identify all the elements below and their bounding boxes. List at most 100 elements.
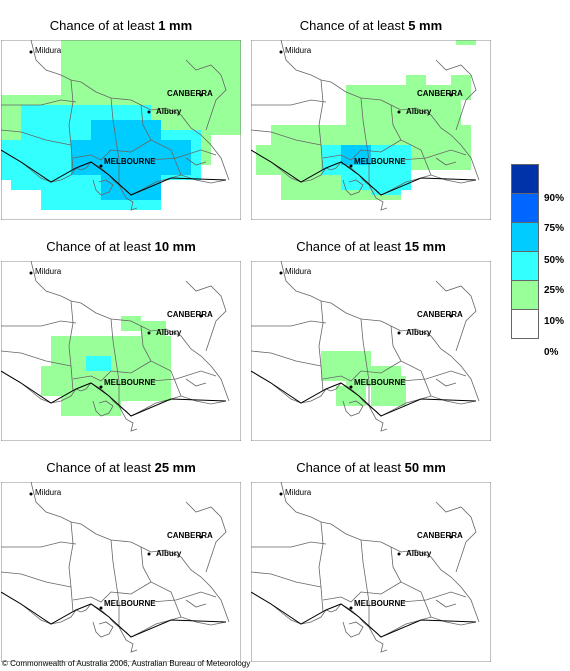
canberra-label: CANBERRA: [167, 531, 213, 540]
boundary-line: [251, 99, 327, 106]
boundary-line: [342, 400, 364, 417]
canberra-label: CANBERRA: [167, 310, 213, 319]
town-marker: [279, 50, 283, 54]
town-marker: [279, 492, 283, 496]
legend-label-0: 0%: [544, 347, 559, 358]
boundary-line: [251, 350, 322, 367]
boundary-line: [150, 149, 217, 161]
boundary-line: [185, 599, 207, 608]
victoria-map-svg: Mildura CANBERRA Albury MELBOURNE: [251, 261, 491, 441]
panel-title: Chance of at least 15 mm: [296, 239, 446, 254]
boundary-line: [68, 79, 74, 171]
rainfall-map: Mildura CANBERRA Albury MELBOURNE: [1, 482, 241, 662]
boundary-line: [400, 149, 467, 161]
boundary-line: [1, 350, 72, 367]
boundary-line: [110, 97, 120, 185]
melbourne-label: MELBOURNE: [104, 157, 156, 166]
boundary-line: [1, 571, 72, 588]
town-marker: [397, 331, 401, 335]
legend-swatch-75-90: [511, 193, 539, 223]
boundary-line: [318, 79, 324, 171]
rain-probability-cell: [336, 386, 366, 406]
boundary-line: [368, 405, 388, 432]
boundary-line: [1, 320, 77, 327]
town-marker: [349, 385, 353, 389]
boundary-line: [368, 184, 388, 211]
boundary-line: [280, 261, 480, 402]
boundary-line: [318, 300, 324, 392]
boundary-line: [118, 184, 138, 211]
rain-probability-cell: [46, 376, 61, 391]
melbourne-label: MELBOURNE: [354, 157, 406, 166]
rain-probability-cell: [456, 40, 476, 45]
albury-label: Albury: [406, 549, 432, 558]
coastline: [251, 370, 477, 417]
map-panel-10mm: Chance of at least 10 mm Mildura CANBERRA…: [1, 239, 241, 442]
boundary-line: [92, 179, 114, 196]
boundary-line: [435, 157, 457, 166]
boundary-line: [251, 129, 322, 146]
town-marker: [99, 606, 103, 610]
victoria-map-svg: Mildura CANBERRA Albury MELBOURNE: [1, 482, 241, 662]
albury-label: Albury: [406, 328, 432, 337]
town-marker: [279, 271, 283, 275]
boundary-line: [400, 591, 467, 603]
town-marker: [99, 164, 103, 168]
coastline: [1, 370, 227, 417]
rain-probability-cell: [371, 376, 406, 406]
map-panel-25mm: Chance of at least 25 mm Mildura CANBERRA…: [1, 460, 241, 663]
boundary-line: [435, 378, 457, 387]
mildura-label: Mildura: [285, 488, 312, 497]
legend-label-50: 50%: [544, 255, 565, 266]
victoria-map-svg: Mildura CANBERRA Albury MELBOURNE: [251, 482, 491, 662]
albury-label: Albury: [156, 107, 182, 116]
legend-swatch-25-50: [511, 251, 539, 281]
coastline: [1, 591, 227, 638]
boundary-line: [435, 280, 477, 352]
rain-probability-cell: [451, 75, 471, 100]
boundary-line: [1, 129, 72, 146]
panel-title: Chance of at least 25 mm: [46, 460, 196, 475]
boundary-line: [280, 40, 480, 181]
town-marker: [397, 552, 401, 556]
town-marker: [29, 492, 33, 496]
boundary-line: [251, 541, 327, 548]
rain-probability-cell: [91, 120, 161, 145]
boundary-line: [185, 157, 207, 166]
boundary-line: [30, 261, 230, 402]
coastline: [251, 149, 477, 196]
legend-swatch-10-25: [511, 280, 539, 310]
boundary-line: [185, 280, 227, 352]
canberra-label: CANBERRA: [417, 531, 463, 540]
legend-swatch-0-10: [511, 309, 539, 339]
town-marker: [29, 50, 33, 54]
copyright-footer: © Commonwealth of Australia 2006, Austra…: [2, 659, 251, 668]
boundary-line: [150, 370, 217, 382]
victoria-map-svg: Mildura CANBERRA Albury MELBOURNE: [1, 261, 241, 441]
boundary-line: [251, 571, 322, 588]
boundary-line: [118, 405, 138, 432]
boundary-line: [1, 541, 77, 548]
canberra-label: CANBERRA: [417, 310, 463, 319]
albury-label: Albury: [156, 549, 182, 558]
canberra-label: CANBERRA: [417, 89, 463, 98]
boundary-line: [368, 626, 388, 653]
boundary-line: [110, 539, 120, 627]
rainfall-map: Mildura CANBERRA Albury MELBOURNE: [251, 40, 491, 220]
town-marker: [199, 93, 203, 97]
boundary-line: [185, 501, 227, 573]
town-marker: [397, 110, 401, 114]
rain-probability-cell: [371, 170, 401, 195]
boundary-line: [400, 370, 467, 382]
mildura-label: Mildura: [35, 46, 62, 55]
victoria-map-svg: Mildura CANBERRA Albury MELBOURNE: [1, 40, 241, 220]
rain-probability-cell: [121, 316, 141, 331]
mildura-label: Mildura: [285, 46, 312, 55]
boundary-line: [185, 59, 227, 131]
boundary-line: [30, 482, 230, 623]
boundary-line: [72, 581, 152, 603]
boundary-line: [435, 599, 457, 608]
melbourne-label: MELBOURNE: [104, 599, 156, 608]
rainfall-map: Mildura CANBERRA Albury MELBOURNE: [1, 40, 241, 220]
panel-title: Chance of at least 50 mm: [296, 460, 446, 475]
